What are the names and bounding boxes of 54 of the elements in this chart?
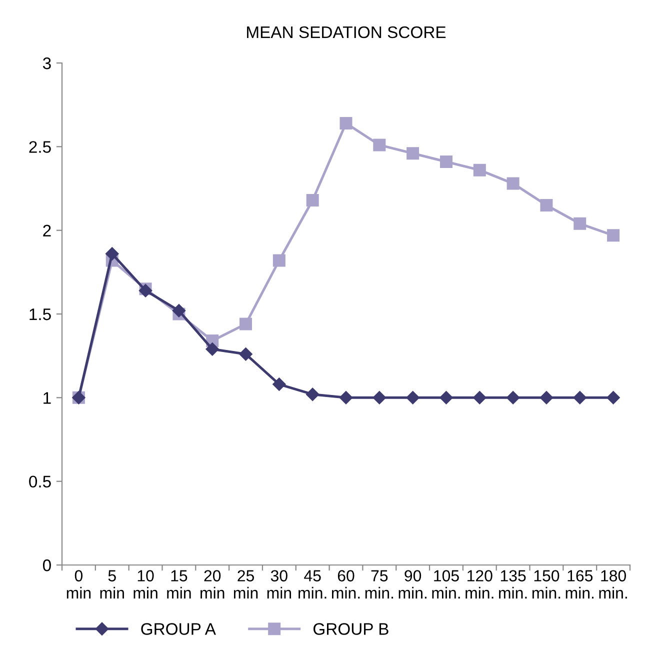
x-tick-label: 60 min. [332, 570, 360, 598]
point [172, 304, 186, 318]
x-tick-label: 30 min [267, 570, 292, 598]
point [373, 138, 386, 152]
point [339, 391, 353, 404]
x-tick-label: 75 min. [365, 570, 394, 598]
legend-label: GROUP B [313, 623, 388, 635]
point [473, 391, 486, 404]
x-tick-label: 15 min [167, 570, 191, 598]
y-tick-label: 1.5 [30, 308, 51, 320]
x-tick-label: 90 min. [398, 570, 426, 598]
point [272, 378, 286, 391]
chart-title: MEAN SEDATION SCORE [247, 26, 446, 38]
x-tick-label: 165 min. [566, 570, 594, 598]
x-tick-label: 45 min. [298, 570, 326, 598]
point [540, 391, 554, 404]
point [340, 116, 352, 130]
x-tick-label: 150 min. [532, 570, 560, 598]
x-tick-label: 180 min. [599, 570, 627, 598]
point [607, 229, 620, 242]
point [540, 198, 553, 212]
point [206, 342, 219, 356]
point [573, 391, 586, 404]
x-tick-label: 120 min. [466, 570, 494, 598]
point [106, 247, 119, 260]
y-tick-label: 1 [44, 392, 51, 404]
x-tick-label: 20 min [200, 570, 224, 598]
point [473, 164, 486, 176]
point [306, 388, 320, 401]
x-tick-label: 105 min. [432, 570, 460, 598]
x-tick-label: 5 min [100, 570, 124, 598]
point [606, 391, 620, 404]
point [272, 254, 286, 267]
y-tick-label: 3 [42, 57, 51, 70]
x-tick-label: 0 min [66, 570, 91, 598]
x-tick-label: 135 min. [499, 570, 527, 598]
point [406, 147, 420, 160]
y-tick-label: 2 [43, 224, 51, 236]
y-tick-label: 2.5 [29, 141, 51, 153]
x-tick-label: 10 min [134, 570, 158, 598]
point [239, 348, 252, 361]
point [306, 194, 319, 206]
point [506, 177, 520, 190]
point [372, 391, 386, 404]
point [506, 391, 520, 404]
point [440, 155, 452, 168]
point [406, 391, 420, 404]
y-tick-label: 0.5 [29, 476, 51, 488]
x-tick-label: 25 min [234, 570, 258, 598]
point [440, 391, 453, 404]
legend-label: GROUP A [141, 623, 216, 635]
point [240, 318, 252, 330]
point [574, 217, 586, 230]
y-tick-label: 0 [42, 559, 51, 572]
